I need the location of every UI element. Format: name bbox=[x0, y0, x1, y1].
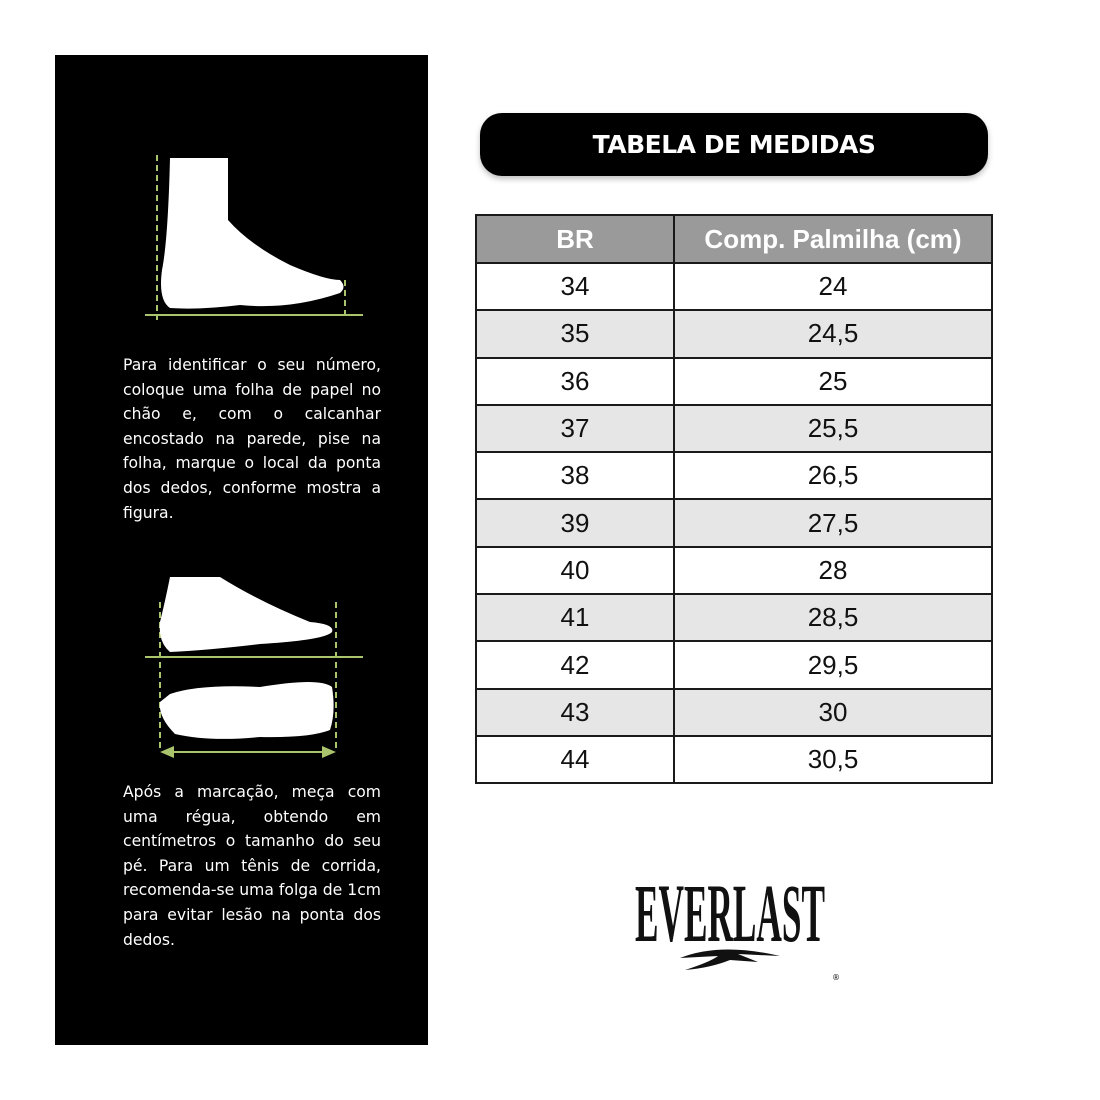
insole-length-cell: 28,5 bbox=[673, 593, 993, 643]
insole-length-cell: 28 bbox=[673, 545, 993, 596]
size-br-cell: 37 bbox=[475, 403, 675, 454]
size-br-cell: 40 bbox=[475, 545, 675, 596]
size-br-cell: 38 bbox=[475, 451, 675, 501]
table-row: 35 24,5 bbox=[475, 309, 993, 359]
everlast-logo: EVERLAST ® bbox=[635, 868, 840, 982]
table-row: 38 26,5 bbox=[475, 451, 993, 501]
insole-length-cell: 30 bbox=[673, 687, 993, 737]
brand-wordmark: EVERLAST bbox=[635, 868, 825, 960]
registered-mark: ® bbox=[832, 973, 840, 982]
size-br-cell: 35 bbox=[475, 309, 675, 359]
table-row: 39 27,5 bbox=[475, 498, 993, 548]
foot-side-illustration bbox=[145, 155, 363, 320]
table-row: 44 30,5 bbox=[475, 734, 993, 785]
insole-length-cell: 29,5 bbox=[673, 640, 993, 690]
insole-length-cell: 24,5 bbox=[673, 309, 993, 359]
insole-length-cell: 25 bbox=[673, 356, 993, 406]
size-table: BR Comp. Palmilha (cm) 34 24 35 24,5 36 25 37 2… bbox=[475, 214, 993, 785]
header-insole-length: Comp. Palmilha (cm) bbox=[673, 214, 993, 264]
size-br-cell: 36 bbox=[475, 356, 675, 406]
table-row: 40 28 bbox=[475, 545, 993, 596]
insole-length-cell: 25,5 bbox=[673, 403, 993, 454]
size-br-cell: 44 bbox=[475, 734, 675, 785]
table-row: 43 30 bbox=[475, 687, 993, 737]
instruction-step-2: Após a marcação, meça com uma régua, obt… bbox=[123, 783, 381, 949]
insole-length-cell: 24 bbox=[673, 261, 993, 312]
table-row: 34 24 bbox=[475, 261, 993, 312]
table-row: 37 25,5 bbox=[475, 403, 993, 454]
brand-swoosh-icon bbox=[680, 949, 780, 970]
page-title: TABELA DE MEDIDAS bbox=[480, 113, 988, 176]
insole-length-cell: 30,5 bbox=[673, 734, 993, 785]
table-row: 41 28,5 bbox=[475, 593, 993, 643]
size-br-cell: 34 bbox=[475, 261, 675, 312]
insole-length-cell: 27,5 bbox=[673, 498, 993, 548]
header-br: BR bbox=[475, 214, 675, 264]
instruction-step-1: Para identificar o seu número, coloque u… bbox=[123, 356, 381, 522]
size-br-cell: 43 bbox=[475, 687, 675, 737]
instructions-panel: Para identificar o seu número, coloque u… bbox=[55, 55, 428, 1045]
size-br-cell: 39 bbox=[475, 498, 675, 548]
size-br-cell: 41 bbox=[475, 593, 675, 643]
table-row: 36 25 bbox=[475, 356, 993, 406]
insole-length-cell: 26,5 bbox=[673, 451, 993, 501]
table-header-row: BR Comp. Palmilha (cm) bbox=[475, 214, 993, 264]
table-row: 42 29,5 bbox=[475, 640, 993, 690]
size-br-cell: 42 bbox=[475, 640, 675, 690]
foot-measure-illustration bbox=[145, 577, 363, 758]
